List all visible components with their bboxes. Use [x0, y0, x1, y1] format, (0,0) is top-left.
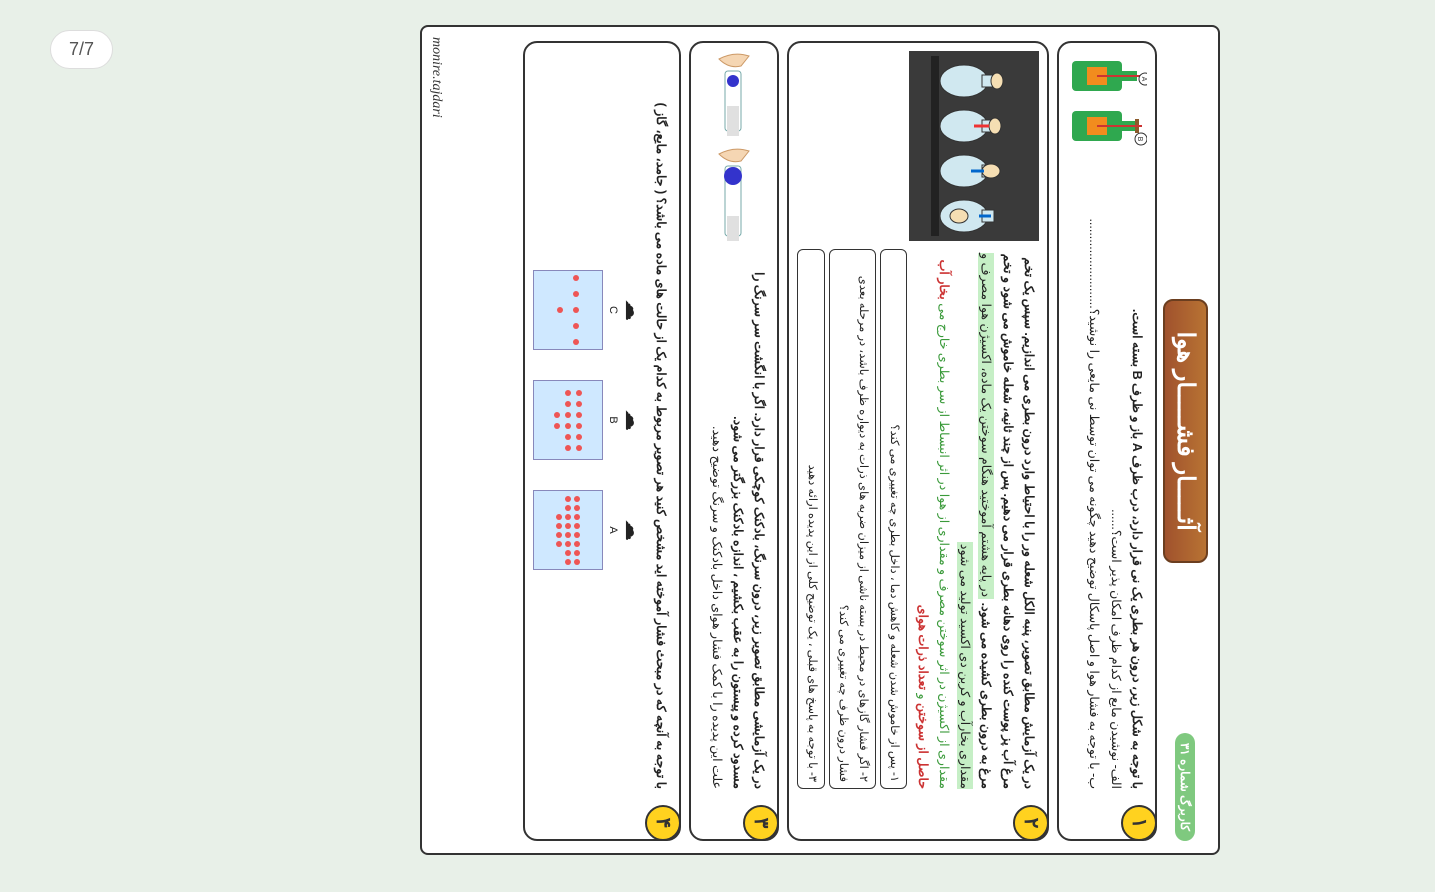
q1-line1: با توجه به شکل زیر، درون هر بطری یک نی ق… — [1126, 169, 1147, 789]
question-1: ۱ با توجه به شکل زیر، درون هر بطری یک نی… — [1057, 41, 1157, 841]
page-indicator: 7/7 — [50, 30, 113, 69]
syringe-illustration — [699, 51, 769, 251]
worksheet-badge: کاربرگ شماره ۳۱ — [1176, 733, 1196, 841]
q2-green-line: مقداری از اکسیژن در اثر سوختن مصرف و مقد… — [937, 300, 951, 789]
worksheet-page: کاربرگ شماره ۳۱ آثـــــار فشـــــار هوا … — [420, 25, 1220, 855]
header-row: کاربرگ شماره ۳۱ آثـــــار فشـــــار هوا — [1163, 41, 1208, 841]
label-a: A — [607, 526, 619, 533]
question-number-2: ۲ — [1013, 805, 1049, 841]
svg-text:B: B — [1136, 137, 1143, 142]
q2-sub3: ۳- با توجه به پاسخ های قبلی ، یک توضیح ک… — [797, 249, 825, 789]
credit: monire.tajdari — [428, 37, 444, 118]
question-3: ۳ در یک آزمایشی مطابق تصویر زیر، درون سر… — [689, 41, 779, 841]
q1-line3: ب- با توجه به فشار هوا و اصل پاسکال توضی… — [1083, 169, 1104, 789]
question-number-4: ۴ — [645, 805, 681, 841]
liquid-box — [533, 380, 603, 460]
cloud-icon: ☁ — [622, 270, 644, 350]
gas-box — [533, 270, 603, 350]
state-b: ☁ B — [533, 380, 644, 460]
question-4: ۴ با توجه به آنچه که در مبحث فشار آموخته… — [523, 41, 681, 841]
q1-line2: الف- نوشیدن مایع از کدام ظرف امکان پذیر … — [1105, 169, 1126, 789]
label-c: C — [607, 306, 619, 314]
q3-line2: علت این پدیده را با کمک فشار هوای داخل ب… — [706, 259, 727, 789]
question-number-3: ۳ — [743, 805, 779, 841]
egg-bottle-illustration — [909, 51, 1039, 241]
bottles-illustration: A B — [1067, 51, 1147, 161]
q3-line1: در یک آزمایشی مطابق تصویر زیر، درون سرنگ… — [727, 259, 770, 789]
cloud-icon: ☁ — [622, 380, 644, 460]
q2-sub2: ۲- اگر فشار گازهای در محیط در بسته ناشی … — [829, 249, 876, 789]
states-row: ☁ A ☁ B ☁ C — [533, 51, 644, 789]
q2-red2: تعداد ذرات هوای — [916, 605, 930, 690]
solid-box — [533, 490, 603, 570]
state-a: ☁ A — [533, 490, 644, 570]
question-number-1: ۱ — [1121, 805, 1157, 841]
svg-text:A: A — [1140, 77, 1147, 82]
title-sign: آثـــــار فشـــــار هوا — [1163, 299, 1208, 562]
label-b: B — [607, 416, 619, 423]
state-c: ☁ C — [533, 270, 644, 350]
q2-sub1: ۱- پس از خاموش شدن شعله و کاهش دما ، داخ… — [880, 249, 908, 789]
question-2: ۲ در یک آزمایش مطابق تصویر، پنبه الکل شع… — [787, 41, 1049, 841]
q4-line1: با توجه به آنچه که در مبحث فشار آموخته ا… — [650, 51, 671, 789]
q2-sep: و — [916, 690, 930, 700]
cloud-icon: ☁ — [622, 490, 644, 570]
